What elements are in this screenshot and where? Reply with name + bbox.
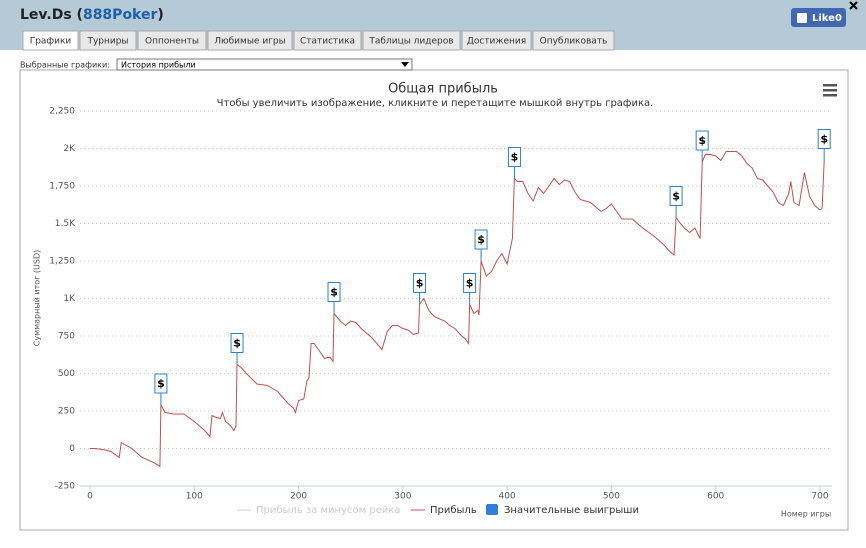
flag-label: $ xyxy=(820,133,828,146)
flag[interactable]: $ xyxy=(413,273,427,305)
x-tick-label: 300 xyxy=(394,492,411,502)
tab-label: Статистика xyxy=(300,37,355,47)
y-tick-label: 250 xyxy=(58,407,75,417)
y-tick-label: 1,750 xyxy=(49,182,75,192)
flag-box xyxy=(817,129,831,149)
x-tick-label: 700 xyxy=(811,492,828,502)
tab[interactable] xyxy=(461,30,532,51)
select-arrow xyxy=(401,62,409,67)
chart-subtitle: Чтобы увеличить изображение, кликните и … xyxy=(217,98,654,109)
legend-symbol xyxy=(486,504,498,515)
tab-label: Таблицы лидеров xyxy=(368,37,453,47)
tab-label: Графики xyxy=(30,37,72,47)
selector-label: Выбранные графики: xyxy=(20,61,110,70)
flag-box xyxy=(695,130,709,151)
like-label: Like xyxy=(812,13,835,24)
select-box[interactable] xyxy=(116,58,413,71)
y-tick-label: 500 xyxy=(58,369,75,379)
chart-title: Общая прибыль xyxy=(388,82,498,97)
tab-label: Турниры xyxy=(86,37,128,47)
selector-value: История прибыли xyxy=(121,61,196,70)
close-icon[interactable] xyxy=(849,1,858,10)
menu-icon[interactable] xyxy=(823,84,837,97)
flag-box xyxy=(507,147,521,167)
like-icon xyxy=(797,13,807,23)
flag[interactable]: $ xyxy=(474,229,488,261)
flag[interactable]: $ xyxy=(669,186,683,218)
flag[interactable]: $ xyxy=(817,129,831,161)
flag-label: $ xyxy=(416,277,424,290)
x-tick-label: 0 xyxy=(87,492,93,502)
x-tick-label: 500 xyxy=(603,492,620,502)
x-tick-label: 400 xyxy=(499,492,516,502)
flag-label: $ xyxy=(330,286,338,299)
flag-box xyxy=(327,282,341,302)
flag[interactable]: $ xyxy=(507,147,521,179)
x-tick-label: 200 xyxy=(290,492,307,502)
y-tick-label: 2K xyxy=(63,144,76,154)
flag-label: $ xyxy=(511,151,519,164)
tab-label: Оппоненты xyxy=(145,37,199,47)
flag[interactable]: $ xyxy=(695,130,709,162)
flag[interactable]: $ xyxy=(327,282,341,314)
title-part: Lev.Ds ( xyxy=(20,7,83,23)
x-tick-label: 600 xyxy=(707,492,724,502)
flag-box xyxy=(413,273,427,293)
flag-label: $ xyxy=(233,337,241,350)
tab[interactable] xyxy=(22,30,79,51)
flag-label: $ xyxy=(698,134,706,147)
flag-label: $ xyxy=(466,277,474,290)
tab[interactable] xyxy=(362,30,461,51)
y-tick-label: 750 xyxy=(58,332,75,342)
flag-label: $ xyxy=(477,233,485,246)
flag-box xyxy=(463,273,477,293)
legend-label[interactable]: Прибыль за минусом рейка xyxy=(256,505,401,516)
like-count: 0 xyxy=(835,13,842,24)
flag-box xyxy=(154,373,168,394)
tab[interactable] xyxy=(79,30,137,51)
title-part: ) xyxy=(157,7,163,23)
y-axis-label: Суммарный итог (USD) xyxy=(33,250,42,347)
y-tick-label: 1K xyxy=(63,294,76,304)
tab[interactable] xyxy=(137,30,207,51)
flag[interactable]: $ xyxy=(154,373,168,405)
tab-label: Любимые игры xyxy=(214,37,285,47)
x-axis-label: Номер игры xyxy=(781,510,831,519)
flag[interactable]: $ xyxy=(230,333,244,365)
header-title: Lev.Ds (888Poker) xyxy=(20,7,164,23)
chart-frame xyxy=(19,69,849,531)
tab[interactable] xyxy=(293,30,362,51)
y-tick-label: 0 xyxy=(69,444,75,454)
legend-label[interactable]: Значительные выигрыши xyxy=(504,505,639,516)
flag-box xyxy=(230,333,244,353)
profit-line xyxy=(90,151,825,468)
x-tick-label: 100 xyxy=(186,492,203,502)
tab[interactable] xyxy=(207,30,293,51)
y-tick-label: 1,250 xyxy=(49,257,75,267)
tab[interactable] xyxy=(532,30,615,51)
tab-label: Достижения xyxy=(467,37,526,47)
flag-label: $ xyxy=(672,190,680,203)
title-part: 888Poker xyxy=(83,7,158,23)
y-tick-label: -250 xyxy=(55,482,76,492)
legend-label[interactable]: Прибыль xyxy=(430,505,477,516)
flag-label: $ xyxy=(157,377,165,390)
flag-box xyxy=(474,229,488,250)
tab-label: Опубликовать xyxy=(540,37,608,47)
flag-box xyxy=(669,186,683,206)
flag[interactable]: $ xyxy=(463,273,477,305)
y-tick-label: 2,250 xyxy=(49,107,75,117)
y-tick-label: 1.5K xyxy=(55,219,76,229)
